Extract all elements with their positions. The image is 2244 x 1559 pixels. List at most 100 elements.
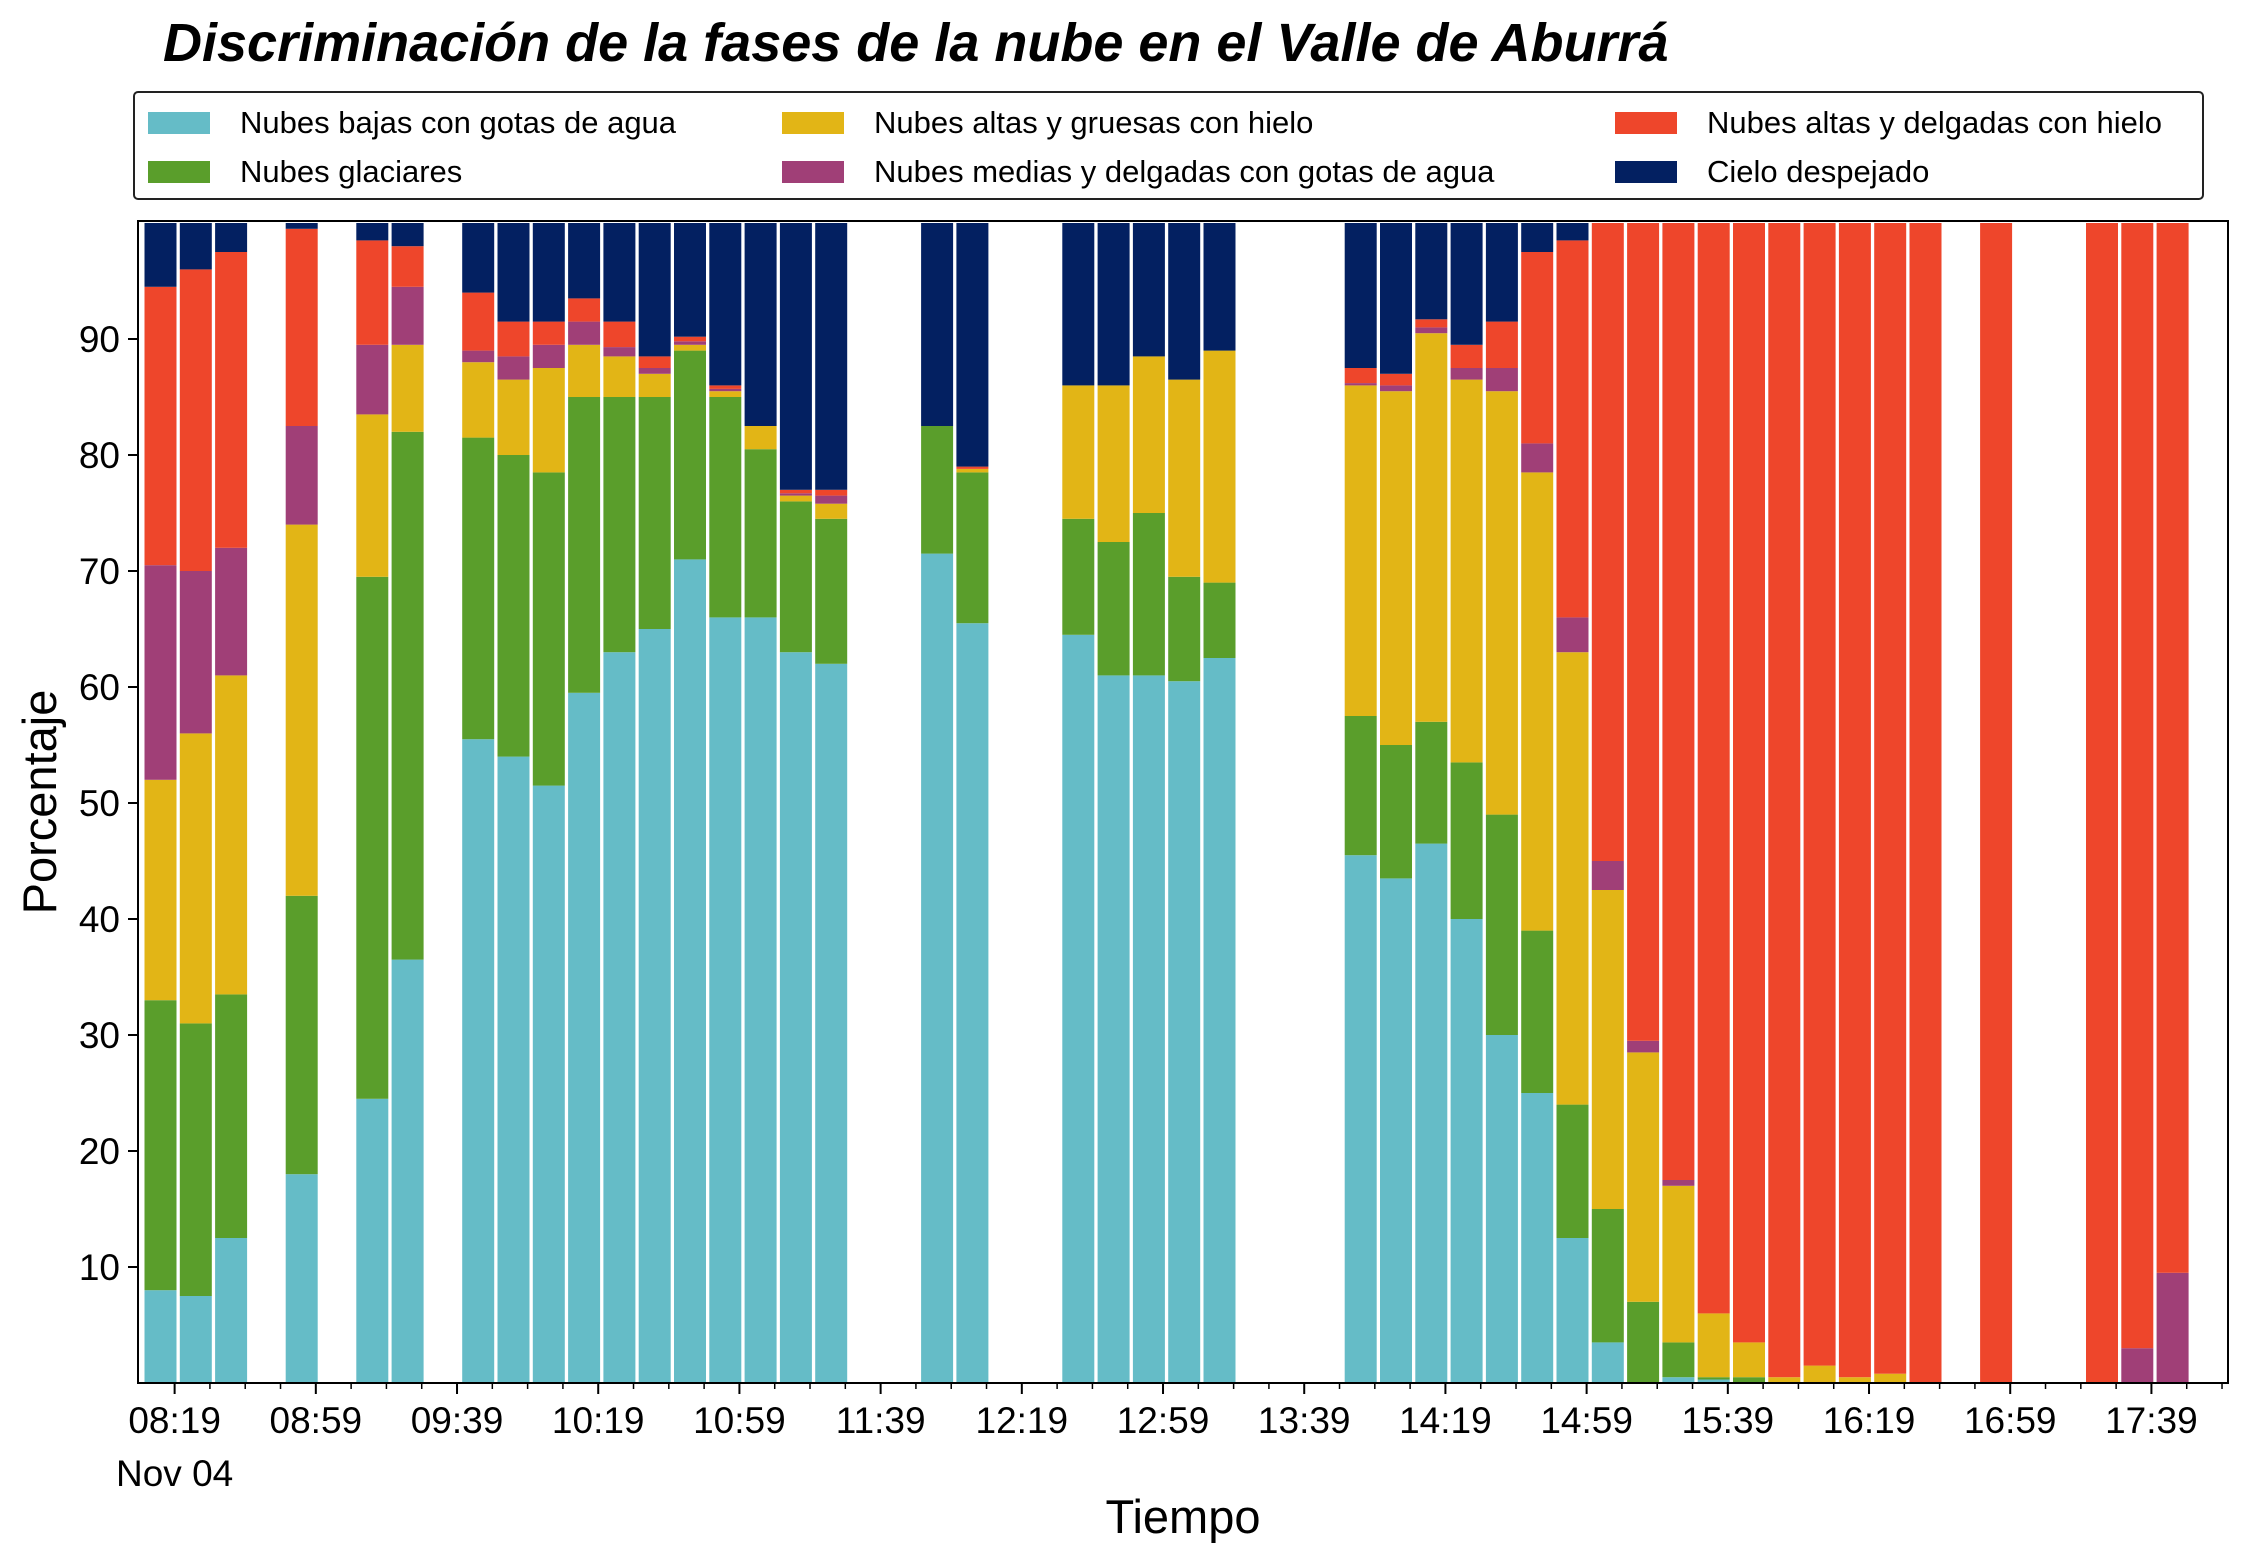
- bar-segment-nubes-bajas-0825: [179, 1296, 212, 1383]
- bar-segment-nubes-bajas-1245: [1097, 675, 1130, 1383]
- bar-segment-nubes-bajas-1205: [956, 623, 989, 1383]
- bar-segment-cielo-despejado-1425: [1450, 223, 1483, 345]
- bar-segment-nubes-medias-0825: [179, 571, 212, 734]
- legend-item-nubes-medias: Nubes medias y delgadas con gotas de agu…: [782, 150, 1494, 194]
- bar-segment-nubes-bajas-0945: [462, 739, 495, 1383]
- bar-segment-nubes-medias-1355: [1344, 383, 1377, 386]
- bar-segment-nubes-glaciares-1015: [568, 397, 601, 693]
- x-tick-label-1539: 15:39: [1682, 1400, 1775, 1441]
- bar-segment-nubes-altas-gruesas-1235: [1062, 385, 1095, 519]
- bar-segment-nubes-medias-0955: [497, 356, 530, 380]
- bar-segment-nubes-altas-gruesas-1525: [1662, 1185, 1695, 1343]
- bar-segment-nubes-glaciares-1205: [956, 472, 989, 624]
- bar-segment-nubes-altas-delgadas-1625: [1874, 223, 1907, 1374]
- bar-segment-nubes-medias-1745: [2156, 1272, 2189, 1383]
- bar-segment-nubes-medias-0945: [462, 350, 495, 363]
- bar-segment-nubes-bajas-0955: [497, 756, 530, 1383]
- bar-segment-nubes-glaciares-0855: [285, 895, 318, 1175]
- bar-segment-cielo-despejado-1255: [1132, 223, 1165, 357]
- bar-segment-nubes-medias-1515: [1627, 1040, 1660, 1053]
- legend-item-nubes-altas-gruesas: Nubes altas y gruesas con hielo: [782, 101, 1313, 145]
- bar-segment-nubes-altas-gruesas-1005: [532, 368, 565, 473]
- legend-label-nubes-altas-gruesas: Nubes altas y gruesas con hielo: [874, 105, 1314, 140]
- bar-segment-nubes-altas-gruesas-1405: [1380, 391, 1412, 745]
- bar-segment-nubes-altas-gruesas-1305: [1168, 379, 1201, 577]
- bar-segment-nubes-altas-gruesas-1435: [1485, 391, 1518, 815]
- bar-segment-cielo-despejado-1315: [1203, 223, 1236, 351]
- legend-label-nubes-medias: Nubes medias y delgadas con gotas de agu…: [874, 154, 1495, 189]
- bar-segment-nubes-altas-gruesas-1315: [1203, 350, 1236, 583]
- bar-segment-nubes-altas-gruesas-1045: [674, 344, 706, 351]
- bar-segment-nubes-bajas-0815: [144, 1290, 177, 1383]
- bar-segment-nubes-altas-delgadas-1515: [1627, 223, 1660, 1041]
- bar-segment-nubes-glaciares-1545: [1733, 1377, 1765, 1383]
- x-tick-label-1339: 13:39: [1258, 1400, 1351, 1441]
- bar-segment-cielo-despejado-1115: [779, 223, 812, 490]
- bar-segment-nubes-altas-gruesas-1205: [956, 468, 989, 473]
- bar-segment-nubes-altas-gruesas-1255: [1132, 356, 1165, 513]
- bar-segment-nubes-medias-1435: [1485, 368, 1518, 392]
- bar-segment-nubes-glaciares-1405: [1380, 745, 1412, 879]
- bar-segment-nubes-altas-delgadas-1435: [1485, 321, 1518, 368]
- bar-segment-nubes-altas-gruesas-1125: [815, 503, 848, 519]
- bar-segment-nubes-glaciares-0955: [497, 455, 530, 757]
- bar-segment-nubes-glaciares-1425: [1450, 762, 1483, 919]
- bar-segment-nubes-altas-delgadas-1655: [1980, 223, 2013, 1383]
- bar-segment-nubes-glaciares-0825: [179, 1023, 212, 1296]
- bar-segment-nubes-glaciares-0945: [462, 437, 495, 740]
- bar-segment-nubes-glaciares-1035: [638, 397, 671, 629]
- bar-segment-nubes-altas-delgadas-0815: [144, 286, 177, 566]
- bar-segment-nubes-altas-delgadas-1545: [1733, 223, 1765, 1343]
- bar-segment-nubes-bajas-1435: [1485, 1035, 1518, 1383]
- bar-segment-cielo-despejado-1405: [1380, 223, 1412, 374]
- x-tick-label-1139: 11:39: [836, 1400, 926, 1441]
- x-tick-label-0859: 08:59: [270, 1400, 363, 1441]
- bar-segment-nubes-altas-delgadas-1535: [1697, 223, 1730, 1314]
- legend-item-nubes-bajas: Nubes bajas con gotas de agua: [148, 101, 676, 145]
- bar-segment-cielo-despejado-0815: [144, 223, 177, 287]
- bar-segment-cielo-despejado-1055: [709, 223, 742, 386]
- bar-segment-nubes-altas-gruesas-0915: [356, 414, 389, 577]
- bar-segment-nubes-altas-gruesas-0825: [179, 733, 212, 1024]
- bar-segment-nubes-glaciares-1005: [532, 472, 565, 786]
- bar-segment-nubes-bajas-1055: [709, 617, 742, 1383]
- x-axis: 08:19 08:59 09:39 10:19 10:59 11:39 12:19 12:59…: [116, 1383, 2223, 1494]
- bar-segment-nubes-altas-gruesas-1415: [1415, 333, 1448, 722]
- bar-segment-nubes-altas-delgadas-1455: [1556, 240, 1589, 618]
- bar-segment-nubes-medias-1525: [1662, 1180, 1695, 1186]
- bar-segment-nubes-bajas-1505: [1591, 1342, 1624, 1383]
- bar-segment-nubes-altas-gruesas-1455: [1556, 652, 1589, 1105]
- bar-segment-nubes-glaciares-1045: [674, 350, 706, 560]
- bar-segment-nubes-glaciares-1245: [1097, 542, 1130, 676]
- bar-segment-nubes-altas-gruesas-1055: [709, 391, 742, 397]
- chart-title: Discriminación de la fases de la nube en…: [163, 13, 1669, 73]
- y-tick-label-90: 90: [79, 319, 120, 360]
- bar-segment-nubes-glaciares-1115: [779, 501, 812, 653]
- bar-segment-cielo-despejado-0915: [356, 223, 389, 241]
- bar-segment-nubes-bajas-0855: [285, 1174, 318, 1383]
- bar-segment-nubes-glaciares-1255: [1132, 513, 1165, 676]
- bar-segment-nubes-altas-gruesas-1625: [1874, 1373, 1907, 1383]
- x-date-label: Nov 04: [116, 1453, 233, 1494]
- bar-segment-nubes-medias-1055: [709, 388, 742, 392]
- bar-segment-nubes-altas-gruesas-1035: [638, 373, 671, 397]
- bar-segment-nubes-altas-delgadas-1405: [1380, 373, 1412, 386]
- legend-item-nubes-glaciares: Nubes glaciares: [148, 150, 462, 194]
- bar-segment-cielo-despejado-0855: [285, 223, 318, 229]
- y-tick-label-60: 60: [79, 667, 120, 708]
- bar-segment-cielo-despejado-0835: [215, 223, 248, 252]
- bar-segment-nubes-altas-gruesas-0855: [285, 524, 318, 896]
- y-tick-label-40: 40: [79, 899, 120, 940]
- legend-label-nubes-altas-delgadas: Nubes altas y delgadas con hielo: [1707, 105, 2162, 140]
- bar-segment-cielo-despejado-0925: [391, 223, 424, 247]
- bar-segment-nubes-altas-gruesas-1535: [1697, 1313, 1730, 1378]
- bar-segment-nubes-glaciares-0925: [391, 431, 424, 960]
- legend-swatch-nubes-altas-delgadas: [1615, 112, 1677, 134]
- bar-segment-nubes-glaciares-0915: [356, 576, 389, 1099]
- bar-segment-cielo-despejado-1445: [1521, 223, 1554, 252]
- bar-segment-nubes-glaciares-1535: [1697, 1377, 1730, 1380]
- x-tick-label-1419: 14:19: [1399, 1400, 1492, 1441]
- bar-segment-nubes-bajas-1305: [1168, 681, 1201, 1383]
- bar-segment-nubes-altas-gruesas-1605: [1803, 1365, 1836, 1383]
- bar-segment-nubes-medias-0835: [215, 547, 248, 676]
